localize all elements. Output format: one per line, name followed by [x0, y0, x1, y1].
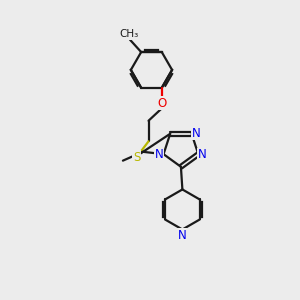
Text: N: N: [155, 148, 164, 161]
Text: S: S: [133, 151, 140, 164]
Text: N: N: [191, 127, 200, 140]
Text: CH₃: CH₃: [119, 29, 138, 39]
Text: O: O: [157, 97, 167, 110]
Text: N: N: [178, 229, 187, 242]
Text: N: N: [198, 148, 207, 161]
